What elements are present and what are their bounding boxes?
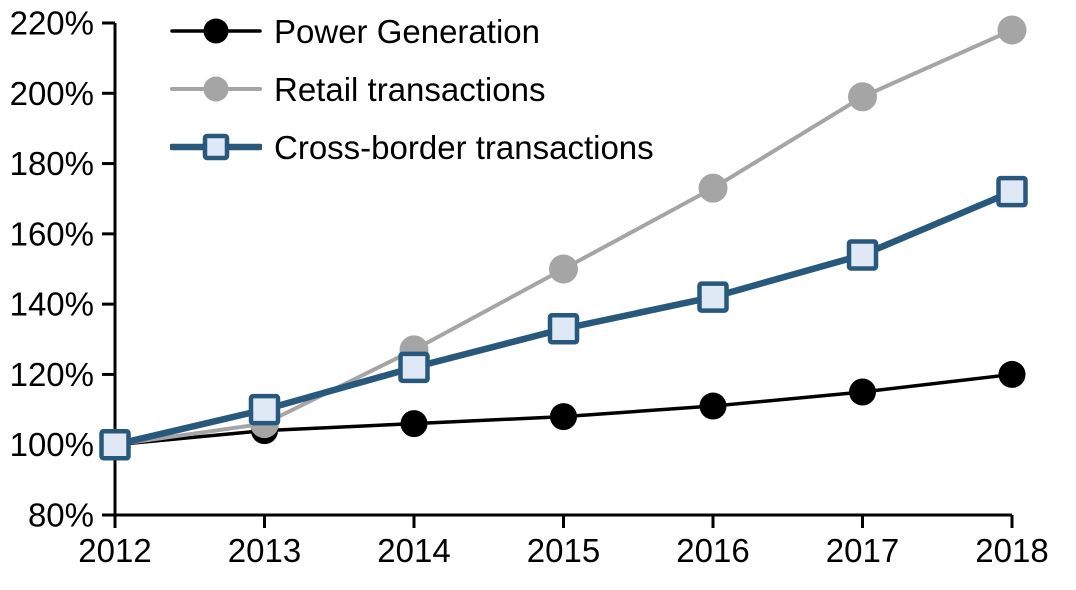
y-axis-label-80: 80% xyxy=(28,497,94,534)
data-point-marker xyxy=(400,410,428,438)
legend-item-retail-transactions: Retail transactions xyxy=(170,60,654,118)
legend-marker-cross-border-transactions-icon xyxy=(170,133,262,161)
data-point-marker xyxy=(698,173,728,203)
data-point-marker xyxy=(203,76,229,102)
data-point-marker xyxy=(550,403,577,431)
y-axis-label-140: 140% xyxy=(10,286,94,323)
legend-item-power-generation: Power Generation xyxy=(170,2,654,60)
x-axis-label-2016: 2016 xyxy=(676,532,749,569)
y-axis-label-160: 160% xyxy=(10,215,94,252)
data-point-marker xyxy=(997,15,1027,45)
legend-marker-retail-transactions-icon xyxy=(170,76,262,102)
x-axis-label-2012: 2012 xyxy=(78,532,151,569)
data-point-marker xyxy=(697,281,729,313)
data-point-marker xyxy=(99,428,131,461)
x-axis-label-2015: 2015 xyxy=(527,532,600,569)
data-point-marker xyxy=(203,18,229,44)
x-axis-label-2013: 2013 xyxy=(228,532,301,569)
y-axis-label-200: 200% xyxy=(10,75,94,112)
legend-marker-power-generation-icon xyxy=(170,18,262,44)
data-point-marker xyxy=(996,175,1028,208)
data-point-marker xyxy=(547,312,580,345)
data-point-marker xyxy=(846,239,879,271)
y-axis-label-180: 180% xyxy=(10,145,94,182)
legend-label: Power Generation xyxy=(274,12,540,50)
data-point-marker xyxy=(202,133,230,161)
y-axis-label-220: 220% xyxy=(10,5,94,42)
data-point-marker xyxy=(998,360,1026,388)
data-point-marker xyxy=(699,392,727,420)
y-axis-label-120: 120% xyxy=(10,356,94,393)
data-point-marker xyxy=(848,82,877,112)
data-point-marker xyxy=(398,351,430,384)
legend-label: Retail transactions xyxy=(274,70,546,108)
series-power-generation xyxy=(101,360,1026,459)
data-point-marker xyxy=(849,378,876,406)
x-axis-label-2018: 2018 xyxy=(975,532,1048,569)
series-cross-border-transactions xyxy=(99,175,1028,461)
data-point-marker xyxy=(549,254,578,284)
chart-legend: Power Generation Retail transactions Cross… xyxy=(170,2,654,176)
x-axis-label-2014: 2014 xyxy=(377,532,450,569)
legend-label: Cross-border transactions xyxy=(274,128,654,166)
y-axis-label-100: 100% xyxy=(10,426,94,463)
data-point-marker xyxy=(248,393,281,426)
x-axis-label-2017: 2017 xyxy=(826,532,899,569)
legend-item-cross-border-transactions: Cross-border transactions xyxy=(170,118,654,176)
